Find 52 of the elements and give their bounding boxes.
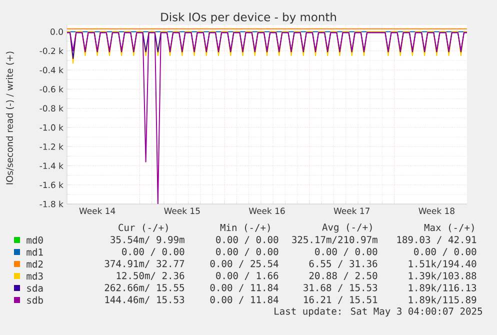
text: 0.00 / 25.54 bbox=[210, 260, 278, 268]
text: 6.55 / 31.36 bbox=[309, 260, 378, 268]
text: Cur (-/+) bbox=[118, 224, 168, 232]
text: 325.17m/210.97m bbox=[292, 236, 378, 244]
text: 1.51k/194.40 bbox=[408, 260, 476, 268]
text: 0.00 / 11.84 bbox=[210, 284, 278, 292]
text: 0.00 / 0.00 bbox=[122, 248, 184, 256]
text: 1.39k/103.88 bbox=[408, 272, 476, 280]
text: Avg (-/+) bbox=[322, 223, 372, 233]
text: 0.00 / 1.66 bbox=[216, 272, 278, 280]
text: 16.21 / 15.51 bbox=[304, 296, 378, 304]
y-tick-label: -0.8 k bbox=[40, 104, 64, 112]
y-tick-label: -1.8 k bbox=[40, 200, 64, 208]
x-tick-label: Week 14 bbox=[79, 208, 116, 214]
text: 144.46m/ 15.53 bbox=[105, 296, 184, 304]
y-axis-title: IOs/second read (-) / write (+) bbox=[6, 52, 14, 184]
chart-title: Disk IOs per device - by month bbox=[161, 12, 336, 24]
text: 0.00 / 0.00 bbox=[216, 248, 278, 256]
text: Last update: Sat May 3 04:00:07 2025 bbox=[274, 307, 482, 317]
text: 0.00 / 0.00 bbox=[216, 236, 278, 244]
text: 1.89k/115.89 bbox=[408, 296, 476, 304]
legend-label: md1 bbox=[26, 248, 43, 256]
x-tick-label: Week 18 bbox=[418, 208, 454, 214]
text: 20.88 / 2.50 bbox=[309, 272, 378, 280]
text: 1.89k/116.13 bbox=[408, 284, 476, 292]
y-tick-label: -1.0 k bbox=[40, 124, 64, 131]
text: 189.03 / 42.91 bbox=[397, 236, 476, 244]
text: 35.54m/ 9.99m bbox=[110, 236, 184, 244]
legend-label: md2 bbox=[26, 260, 43, 268]
text: 262.66m/ 15.55 bbox=[104, 284, 184, 292]
text: Max (-/+) bbox=[424, 224, 474, 232]
legend-label: md0 bbox=[26, 236, 43, 244]
text: 0.00 / 11.84 bbox=[210, 296, 278, 304]
text: 0.00 / 0.00 bbox=[414, 248, 476, 256]
y-tick-label: -0.2 k bbox=[40, 48, 64, 54]
y-tick-label: -0.4 k bbox=[40, 66, 64, 74]
x-tick-label: Week 16 bbox=[248, 208, 285, 214]
legend-label: sdb bbox=[27, 296, 43, 304]
x-tick-label: Week 15 bbox=[164, 208, 200, 214]
y-tick-label: -1.4 k bbox=[40, 162, 64, 169]
legend-label: md3 bbox=[26, 272, 43, 280]
y-tick-label: 0.0 bbox=[50, 28, 63, 35]
text: Min (-/+) bbox=[220, 224, 270, 232]
y-tick-label: -1.2 k bbox=[40, 143, 64, 150]
text: 0.00 / 0.00 bbox=[315, 248, 378, 256]
text: 12.50m/ 2.36 bbox=[116, 272, 184, 280]
y-tick-label: -1.6 k bbox=[40, 182, 64, 188]
text: 374.91m/ 32.77 bbox=[104, 260, 184, 268]
legend-label: sda bbox=[27, 284, 43, 292]
text: 31.68 / 15.53 bbox=[304, 284, 378, 292]
x-tick-label: Week 17 bbox=[334, 208, 370, 214]
y-tick-label: -0.6 k bbox=[40, 86, 64, 92]
